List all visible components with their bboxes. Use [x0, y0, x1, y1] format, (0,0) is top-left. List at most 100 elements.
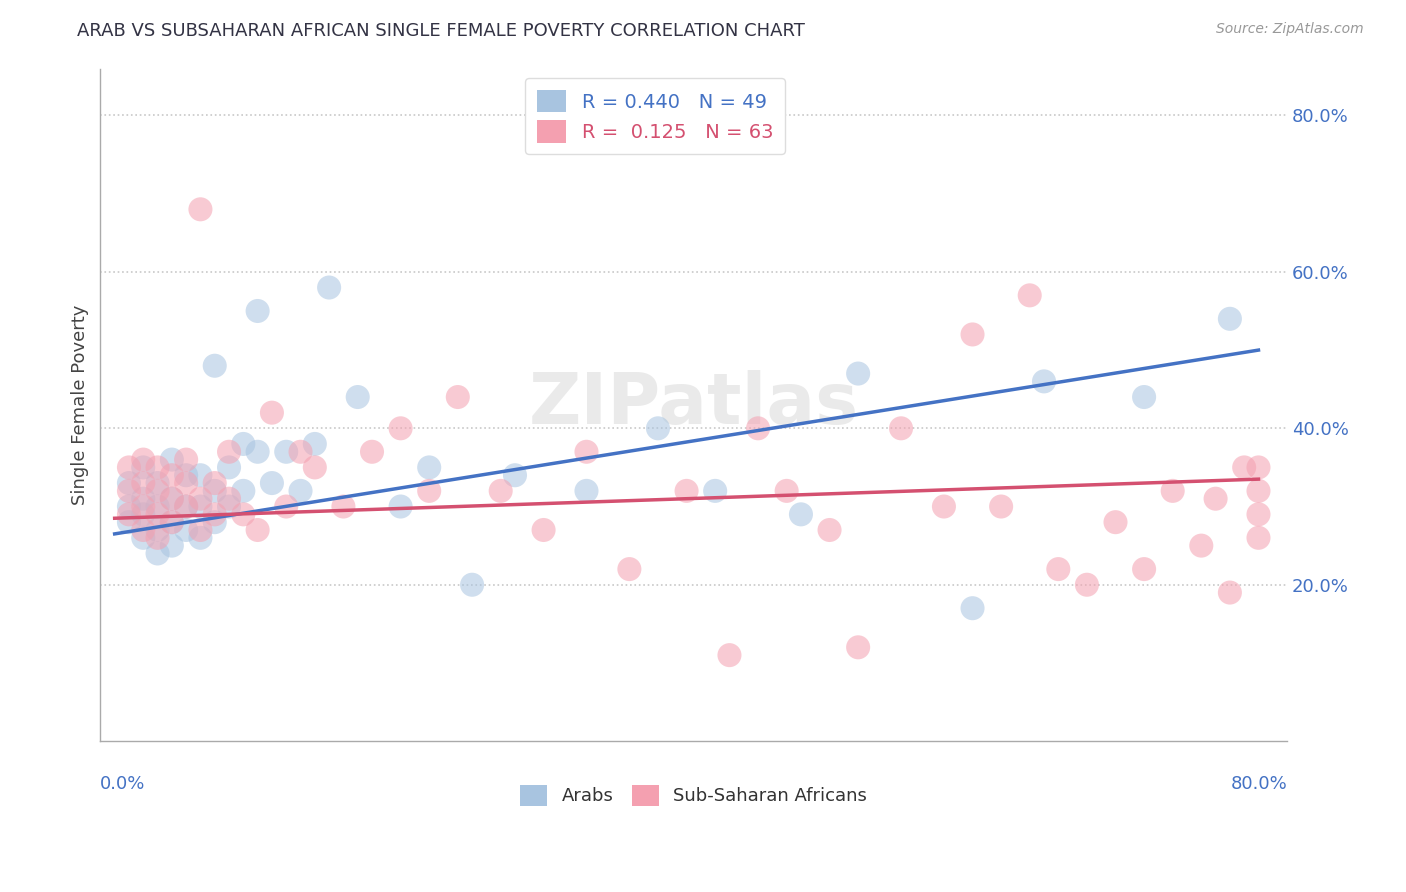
Point [276, 500, 298, 514]
Point [132, 452, 155, 467]
Point [190, 531, 212, 545]
Point [1219, 585, 1241, 599]
Point [146, 500, 169, 514]
Point [246, 444, 269, 458]
Point [575, 444, 598, 458]
Point [1018, 288, 1040, 302]
Point [232, 508, 254, 522]
Point [174, 476, 197, 491]
Point [118, 515, 141, 529]
Point [290, 483, 312, 498]
Point [304, 460, 326, 475]
Point [174, 500, 197, 514]
Point [418, 460, 440, 475]
Point [232, 483, 254, 498]
Point [461, 578, 484, 592]
Text: 0.0%: 0.0% [100, 775, 146, 793]
Point [990, 500, 1012, 514]
Point [132, 508, 155, 522]
Point [118, 483, 141, 498]
Point [146, 483, 169, 498]
Point [1133, 562, 1156, 576]
Point [190, 468, 212, 483]
Point [1104, 515, 1126, 529]
Point [204, 359, 226, 373]
Text: 80.0%: 80.0% [1230, 775, 1286, 793]
Point [503, 468, 526, 483]
Point [118, 460, 141, 475]
Point [775, 483, 797, 498]
Point [1247, 531, 1270, 545]
Point [146, 476, 169, 491]
Point [160, 539, 183, 553]
Point [218, 460, 240, 475]
Point [1233, 460, 1256, 475]
Point [190, 491, 212, 506]
Point [132, 460, 155, 475]
Point [1247, 508, 1270, 522]
Point [962, 601, 984, 615]
Point [174, 500, 197, 514]
Point [204, 476, 226, 491]
Point [818, 523, 841, 537]
Point [1133, 390, 1156, 404]
Text: ZIPatlas: ZIPatlas [529, 370, 859, 440]
Point [260, 406, 283, 420]
Point [619, 562, 641, 576]
Point [418, 483, 440, 498]
Point [1189, 539, 1212, 553]
Point [190, 202, 212, 217]
Point [218, 444, 240, 458]
Point [190, 523, 212, 537]
Point [204, 508, 226, 522]
Point [146, 531, 169, 545]
Point [846, 367, 869, 381]
Point [132, 491, 155, 506]
Point [932, 500, 955, 514]
Point [647, 421, 669, 435]
Point [361, 444, 384, 458]
Point [204, 515, 226, 529]
Point [174, 468, 197, 483]
Point [533, 523, 555, 537]
Point [718, 648, 741, 662]
Point [675, 483, 697, 498]
Point [160, 452, 183, 467]
Point [174, 523, 197, 537]
Point [132, 476, 155, 491]
Point [1161, 483, 1184, 498]
Point [447, 390, 470, 404]
Point [747, 421, 769, 435]
Point [160, 491, 183, 506]
Point [318, 280, 340, 294]
Point [1205, 491, 1227, 506]
Point [1219, 311, 1241, 326]
Point [160, 468, 183, 483]
Point [704, 483, 727, 498]
Point [146, 546, 169, 560]
Point [146, 523, 169, 537]
Point [246, 523, 269, 537]
Point [132, 531, 155, 545]
Point [204, 483, 226, 498]
Point [118, 500, 141, 514]
Point [218, 500, 240, 514]
Point [890, 421, 912, 435]
Point [146, 460, 169, 475]
Point [260, 476, 283, 491]
Point [389, 500, 412, 514]
Point [962, 327, 984, 342]
Point [846, 640, 869, 655]
Point [132, 500, 155, 514]
Point [1247, 460, 1270, 475]
Point [332, 500, 354, 514]
Point [304, 437, 326, 451]
Point [132, 523, 155, 537]
Point [1047, 562, 1070, 576]
Point [160, 515, 183, 529]
Point [290, 444, 312, 458]
Point [160, 515, 183, 529]
Point [174, 452, 197, 467]
Y-axis label: Single Female Poverty: Single Female Poverty [72, 305, 89, 505]
Point [146, 508, 169, 522]
